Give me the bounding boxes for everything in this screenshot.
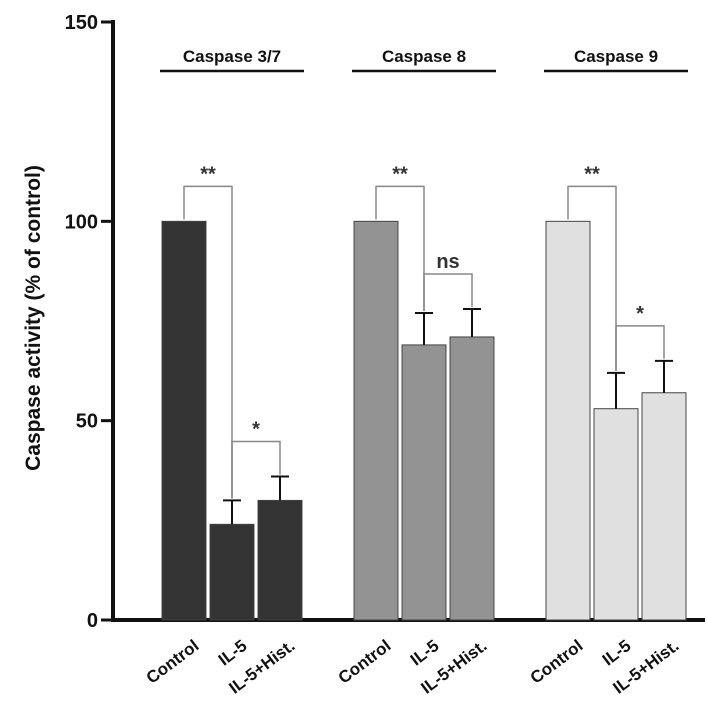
- bar: [257, 499, 303, 621]
- bar: [401, 344, 447, 621]
- significance-bracket: [615, 325, 665, 371]
- significance-bracket: [567, 185, 617, 371]
- significance-label: **: [200, 163, 216, 185]
- significance-bracket: [423, 273, 473, 312]
- category-label: IL-5: [215, 636, 251, 669]
- category-label: Control: [527, 636, 587, 688]
- category-label: Control: [335, 636, 395, 688]
- significance-label: ns: [436, 251, 459, 273]
- significance-label: *: [636, 303, 644, 325]
- bar: [209, 523, 255, 621]
- significance-bracket: [231, 440, 281, 499]
- y-tick-label: 150: [65, 12, 98, 34]
- significance-label: *: [252, 418, 260, 440]
- bar: [641, 392, 687, 621]
- category-label: IL-5: [599, 636, 635, 669]
- significance-label: **: [584, 163, 600, 185]
- y-tick-label: 0: [87, 610, 98, 632]
- significance-label: **: [392, 163, 408, 185]
- category-label: Control: [143, 636, 203, 688]
- y-axis-label: Caspase activity (% of control): [22, 165, 45, 471]
- bar: [161, 220, 207, 621]
- group-title: Caspase 8: [382, 47, 466, 66]
- annotations: *****ns***: [183, 163, 665, 499]
- significance-bracket: [375, 185, 425, 312]
- category-label: IL-5: [407, 636, 443, 669]
- bar: [353, 220, 399, 621]
- bar: [593, 408, 639, 621]
- y-tick-label: 50: [76, 411, 98, 433]
- significance-bracket: [183, 185, 233, 499]
- y-tick-label: 100: [65, 211, 98, 233]
- bar: [545, 220, 591, 621]
- group-title: Caspase 3/7: [183, 47, 281, 66]
- group-title: Caspase 9: [574, 47, 658, 66]
- bar: [449, 336, 495, 621]
